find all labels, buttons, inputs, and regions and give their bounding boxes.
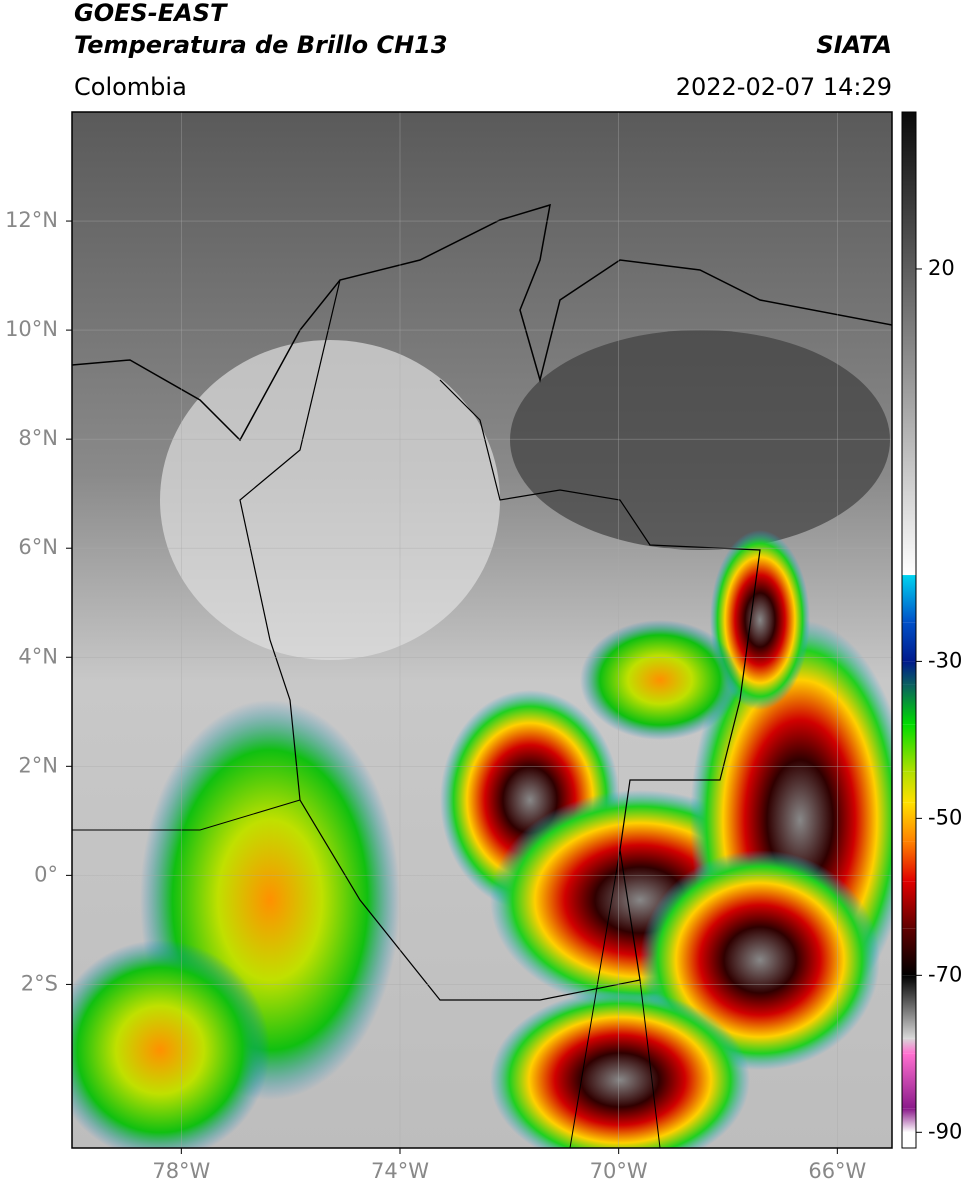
colorbar-segment [902, 928, 916, 976]
lat-tick-label: 10°N [5, 317, 58, 341]
colorbar-frame [901, 111, 917, 1149]
colorbar-segment [902, 661, 916, 685]
colorbar-tick-label: -30 [928, 648, 962, 672]
lon-tick-label: 70°W [590, 1159, 648, 1183]
subtitle: Temperatura de Brillo CH13 [74, 31, 448, 59]
lon-tick-label: 78°W [152, 1159, 210, 1183]
lon-tick-label: 74°W [371, 1159, 429, 1183]
colorbar-segment [902, 724, 916, 772]
colorbar-tick-label: -90 [928, 1119, 962, 1143]
colorbar-segment [902, 622, 916, 662]
colorbar-segment [902, 771, 916, 803]
lat-tick-label: 12°N [5, 208, 58, 232]
colorbar-tick-label: 20 [928, 256, 955, 280]
lat-tick-label: 0° [34, 862, 58, 886]
lat-tick-label: 2°S [21, 971, 58, 995]
colorbar-segment [902, 802, 916, 842]
colorbar-segment [902, 1108, 916, 1133]
lat-tick-label: 2°N [18, 753, 58, 777]
colorbar-segment [902, 575, 916, 623]
lat-tick-label: 6°N [18, 535, 58, 559]
colorbar-segment [902, 1132, 916, 1148]
colorbar-segment [902, 1053, 916, 1109]
region: Colombia [74, 73, 187, 101]
colorbar-segment [902, 841, 916, 882]
colorbar-segment [902, 975, 916, 1039]
colorbar-segment [902, 112, 916, 576]
lat-tick-label: 8°N [18, 426, 58, 450]
colorbar-tick-label: -50 [928, 805, 962, 829]
lat-tick-label: 4°N [18, 644, 58, 668]
title: GOES-EAST [74, 0, 228, 27]
colorbar-tick-label: -70 [928, 962, 962, 986]
colorbar-segment [902, 684, 916, 725]
colorbar-segment [902, 881, 916, 929]
source: SIATA [816, 31, 892, 59]
datetime: 2022-02-07 14:29 [676, 73, 892, 101]
colorbar-segment [902, 1038, 916, 1054]
satellite-image [72, 112, 892, 1148]
lon-tick-label: 66°W [808, 1159, 866, 1183]
map-frame [71, 111, 893, 1149]
